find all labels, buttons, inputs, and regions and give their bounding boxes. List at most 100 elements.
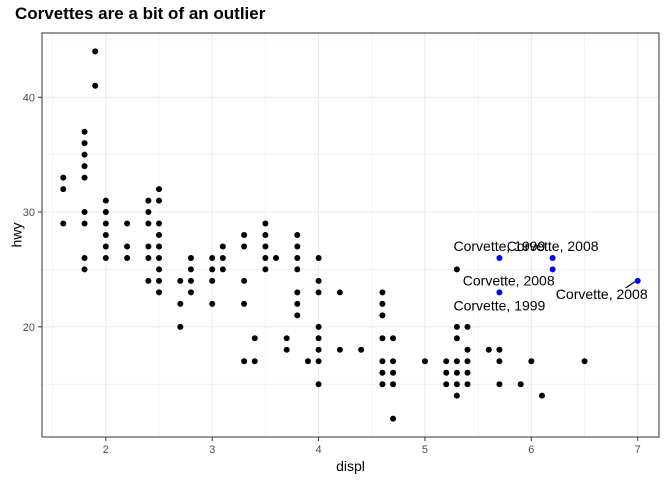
y-tick-label: 30: [23, 207, 35, 219]
data-point: [379, 335, 386, 342]
data-point: [336, 346, 343, 353]
data-point: [145, 254, 152, 261]
x-tick-label: 5: [422, 444, 428, 456]
data-point: [145, 197, 152, 204]
data-point: [156, 243, 163, 250]
data-point: [92, 48, 99, 55]
data-point: [294, 266, 301, 273]
data-point: [336, 289, 343, 296]
data-point: [187, 254, 194, 261]
data-point: [464, 381, 471, 388]
axis-ticks: 2 3 4 5 6 7 20 30 40: [23, 92, 641, 456]
data-point: [262, 220, 269, 227]
data-point: [443, 381, 450, 388]
data-point: [187, 277, 194, 284]
data-point: [262, 266, 269, 273]
data-point: [241, 300, 248, 307]
data-point: [538, 392, 545, 399]
data-point: [304, 358, 311, 365]
x-tick-label: 3: [209, 444, 215, 456]
data-point: [262, 254, 269, 261]
data-point: [92, 82, 99, 89]
data-point: [251, 335, 258, 342]
data-point: [251, 358, 258, 365]
data-point: [156, 197, 163, 204]
data-point: [315, 358, 322, 365]
data-point: [453, 358, 460, 365]
data-point: [464, 369, 471, 376]
highlight-point: [549, 254, 556, 261]
data-point: [156, 277, 163, 284]
data-point: [156, 220, 163, 227]
data-point: [315, 346, 322, 353]
data-point: [294, 300, 301, 307]
data-point: [156, 254, 163, 261]
data-point: [315, 335, 322, 342]
chart-title: Corvettes are a bit of an outlier: [15, 4, 266, 23]
data-point: [315, 323, 322, 330]
data-point: [102, 232, 109, 238]
data-point: [81, 220, 88, 227]
data-point: [241, 232, 248, 238]
data-point: [81, 209, 88, 216]
annotation-label: Corvette, 1999: [454, 297, 546, 313]
data-point: [124, 254, 131, 261]
data-point: [81, 254, 88, 261]
data-point: [443, 358, 450, 365]
annotation-label: Corvette, 2008: [556, 286, 648, 302]
data-point: [241, 243, 248, 250]
data-point: [156, 232, 163, 238]
data-point: [219, 266, 226, 273]
data-point: [496, 358, 503, 365]
data-point: [262, 232, 269, 238]
data-point: [124, 220, 131, 227]
points: [60, 48, 641, 422]
highlight-point: [496, 289, 503, 296]
data-point: [390, 358, 397, 365]
data-point: [102, 220, 109, 227]
data-point: [453, 323, 460, 330]
data-point: [315, 254, 322, 261]
x-tick-label: 6: [528, 444, 534, 456]
data-point: [294, 289, 301, 296]
highlight-point: [634, 277, 641, 284]
highlight-point: [549, 266, 556, 273]
data-point: [496, 346, 503, 353]
data-point: [453, 381, 460, 388]
y-tick-label: 40: [23, 92, 35, 104]
data-point: [379, 358, 386, 365]
data-point: [464, 346, 471, 353]
data-point: [315, 381, 322, 388]
data-point: [145, 209, 152, 216]
data-point: [102, 197, 109, 204]
x-tick-label: 2: [103, 444, 109, 456]
data-point: [517, 381, 524, 388]
data-point: [379, 300, 386, 307]
data-point: [294, 243, 301, 250]
data-point: [528, 358, 535, 365]
y-axis-title: hwy: [9, 223, 25, 248]
data-point: [262, 243, 269, 250]
annotation-label: Corvette, 2008: [463, 272, 555, 288]
data-point: [390, 369, 397, 376]
data-point: [379, 381, 386, 388]
data-point: [283, 335, 290, 342]
data-point: [294, 254, 301, 261]
data-point: [464, 323, 471, 330]
x-tick-label: 7: [635, 444, 641, 456]
data-point: [496, 381, 503, 388]
data-point: [358, 346, 365, 353]
y-tick-label: 20: [23, 322, 35, 334]
data-point: [453, 392, 460, 399]
annotation-label: Corvette, 1999: [454, 238, 546, 254]
data-point: [145, 277, 152, 284]
data-point: [156, 289, 163, 296]
data-point: [241, 358, 248, 365]
annotations: Corvette, 1999 Corvette, 1999 Corvette, 20…: [454, 238, 648, 313]
data-point: [485, 346, 492, 353]
data-point: [60, 220, 67, 227]
data-point: [219, 243, 226, 250]
data-point: [219, 254, 226, 261]
data-point: [390, 381, 397, 388]
